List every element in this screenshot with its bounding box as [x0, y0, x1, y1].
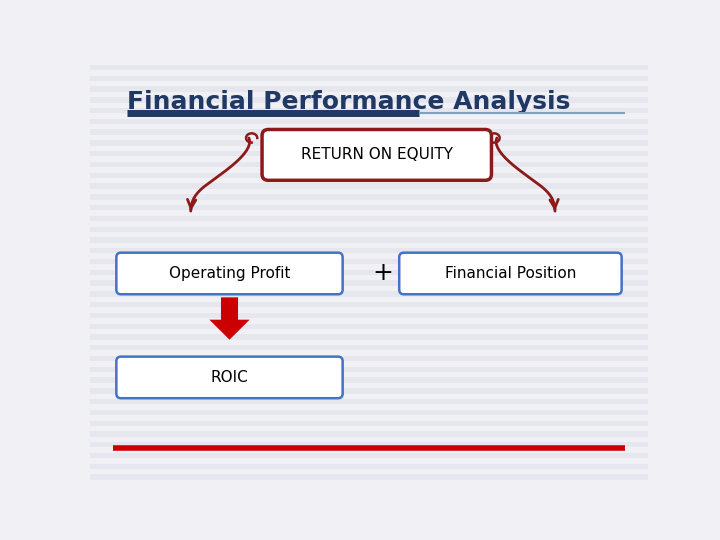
Bar	[90, 399, 648, 404]
Bar	[90, 259, 648, 264]
FancyBboxPatch shape	[117, 356, 343, 398]
Bar	[90, 388, 648, 394]
Text: Financial Performance Analysis: Financial Performance Analysis	[127, 90, 570, 114]
Bar	[90, 313, 648, 318]
Bar	[90, 464, 648, 469]
Bar	[90, 130, 648, 135]
Bar	[90, 345, 648, 350]
Text: RETURN ON EQUITY: RETURN ON EQUITY	[301, 147, 453, 163]
Bar	[90, 377, 648, 383]
FancyBboxPatch shape	[117, 253, 343, 294]
Bar	[90, 334, 648, 340]
Bar	[90, 442, 648, 448]
FancyBboxPatch shape	[262, 130, 492, 180]
Bar	[90, 108, 648, 113]
Bar	[90, 184, 648, 189]
Bar	[90, 173, 648, 178]
Text: Operating Profit: Operating Profit	[168, 266, 290, 281]
Bar	[90, 367, 648, 372]
Bar	[90, 421, 648, 426]
Bar	[90, 151, 648, 157]
Bar	[90, 237, 648, 242]
Bar	[90, 65, 648, 70]
Bar	[90, 302, 648, 307]
Bar	[90, 410, 648, 415]
Bar	[90, 475, 648, 480]
Bar	[90, 431, 648, 437]
Bar	[90, 291, 648, 296]
Bar	[90, 226, 648, 232]
Bar	[90, 205, 648, 211]
Text: +: +	[372, 261, 393, 286]
Bar	[90, 194, 648, 200]
Bar	[90, 323, 648, 329]
Bar	[90, 86, 648, 92]
Bar	[90, 269, 648, 275]
Bar	[90, 140, 648, 146]
Bar	[90, 119, 648, 124]
Text: ROIC: ROIC	[211, 370, 248, 385]
Bar	[90, 453, 648, 458]
FancyBboxPatch shape	[399, 253, 621, 294]
Bar	[90, 76, 648, 81]
Bar	[90, 356, 648, 361]
Bar	[90, 162, 648, 167]
Bar	[90, 97, 648, 103]
Bar	[90, 215, 648, 221]
Text: Financial Position: Financial Position	[445, 266, 576, 281]
Bar	[90, 280, 648, 286]
Bar	[90, 248, 648, 253]
Polygon shape	[210, 298, 250, 340]
